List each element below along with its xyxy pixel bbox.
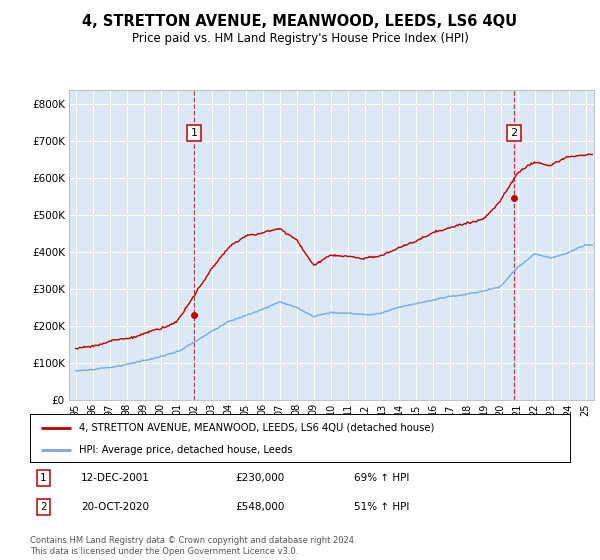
Text: 4, STRETTON AVENUE, MEANWOOD, LEEDS, LS6 4QU (detached house): 4, STRETTON AVENUE, MEANWOOD, LEEDS, LS6… — [79, 423, 434, 433]
Text: £548,000: £548,000 — [235, 502, 284, 512]
Text: 51% ↑ HPI: 51% ↑ HPI — [354, 502, 409, 512]
Text: 2: 2 — [511, 128, 518, 138]
Text: 1: 1 — [191, 128, 197, 138]
Text: 69% ↑ HPI: 69% ↑ HPI — [354, 473, 409, 483]
Text: 20-OCT-2020: 20-OCT-2020 — [82, 502, 149, 512]
Text: HPI: Average price, detached house, Leeds: HPI: Average price, detached house, Leed… — [79, 445, 292, 455]
Text: 1: 1 — [40, 473, 47, 483]
Text: £230,000: £230,000 — [235, 473, 284, 483]
Text: 4, STRETTON AVENUE, MEANWOOD, LEEDS, LS6 4QU: 4, STRETTON AVENUE, MEANWOOD, LEEDS, LS6… — [82, 14, 518, 29]
Text: Price paid vs. HM Land Registry's House Price Index (HPI): Price paid vs. HM Land Registry's House … — [131, 32, 469, 45]
Text: 2: 2 — [40, 502, 47, 512]
Text: 12-DEC-2001: 12-DEC-2001 — [82, 473, 150, 483]
Text: Contains HM Land Registry data © Crown copyright and database right 2024.
This d: Contains HM Land Registry data © Crown c… — [30, 536, 356, 556]
